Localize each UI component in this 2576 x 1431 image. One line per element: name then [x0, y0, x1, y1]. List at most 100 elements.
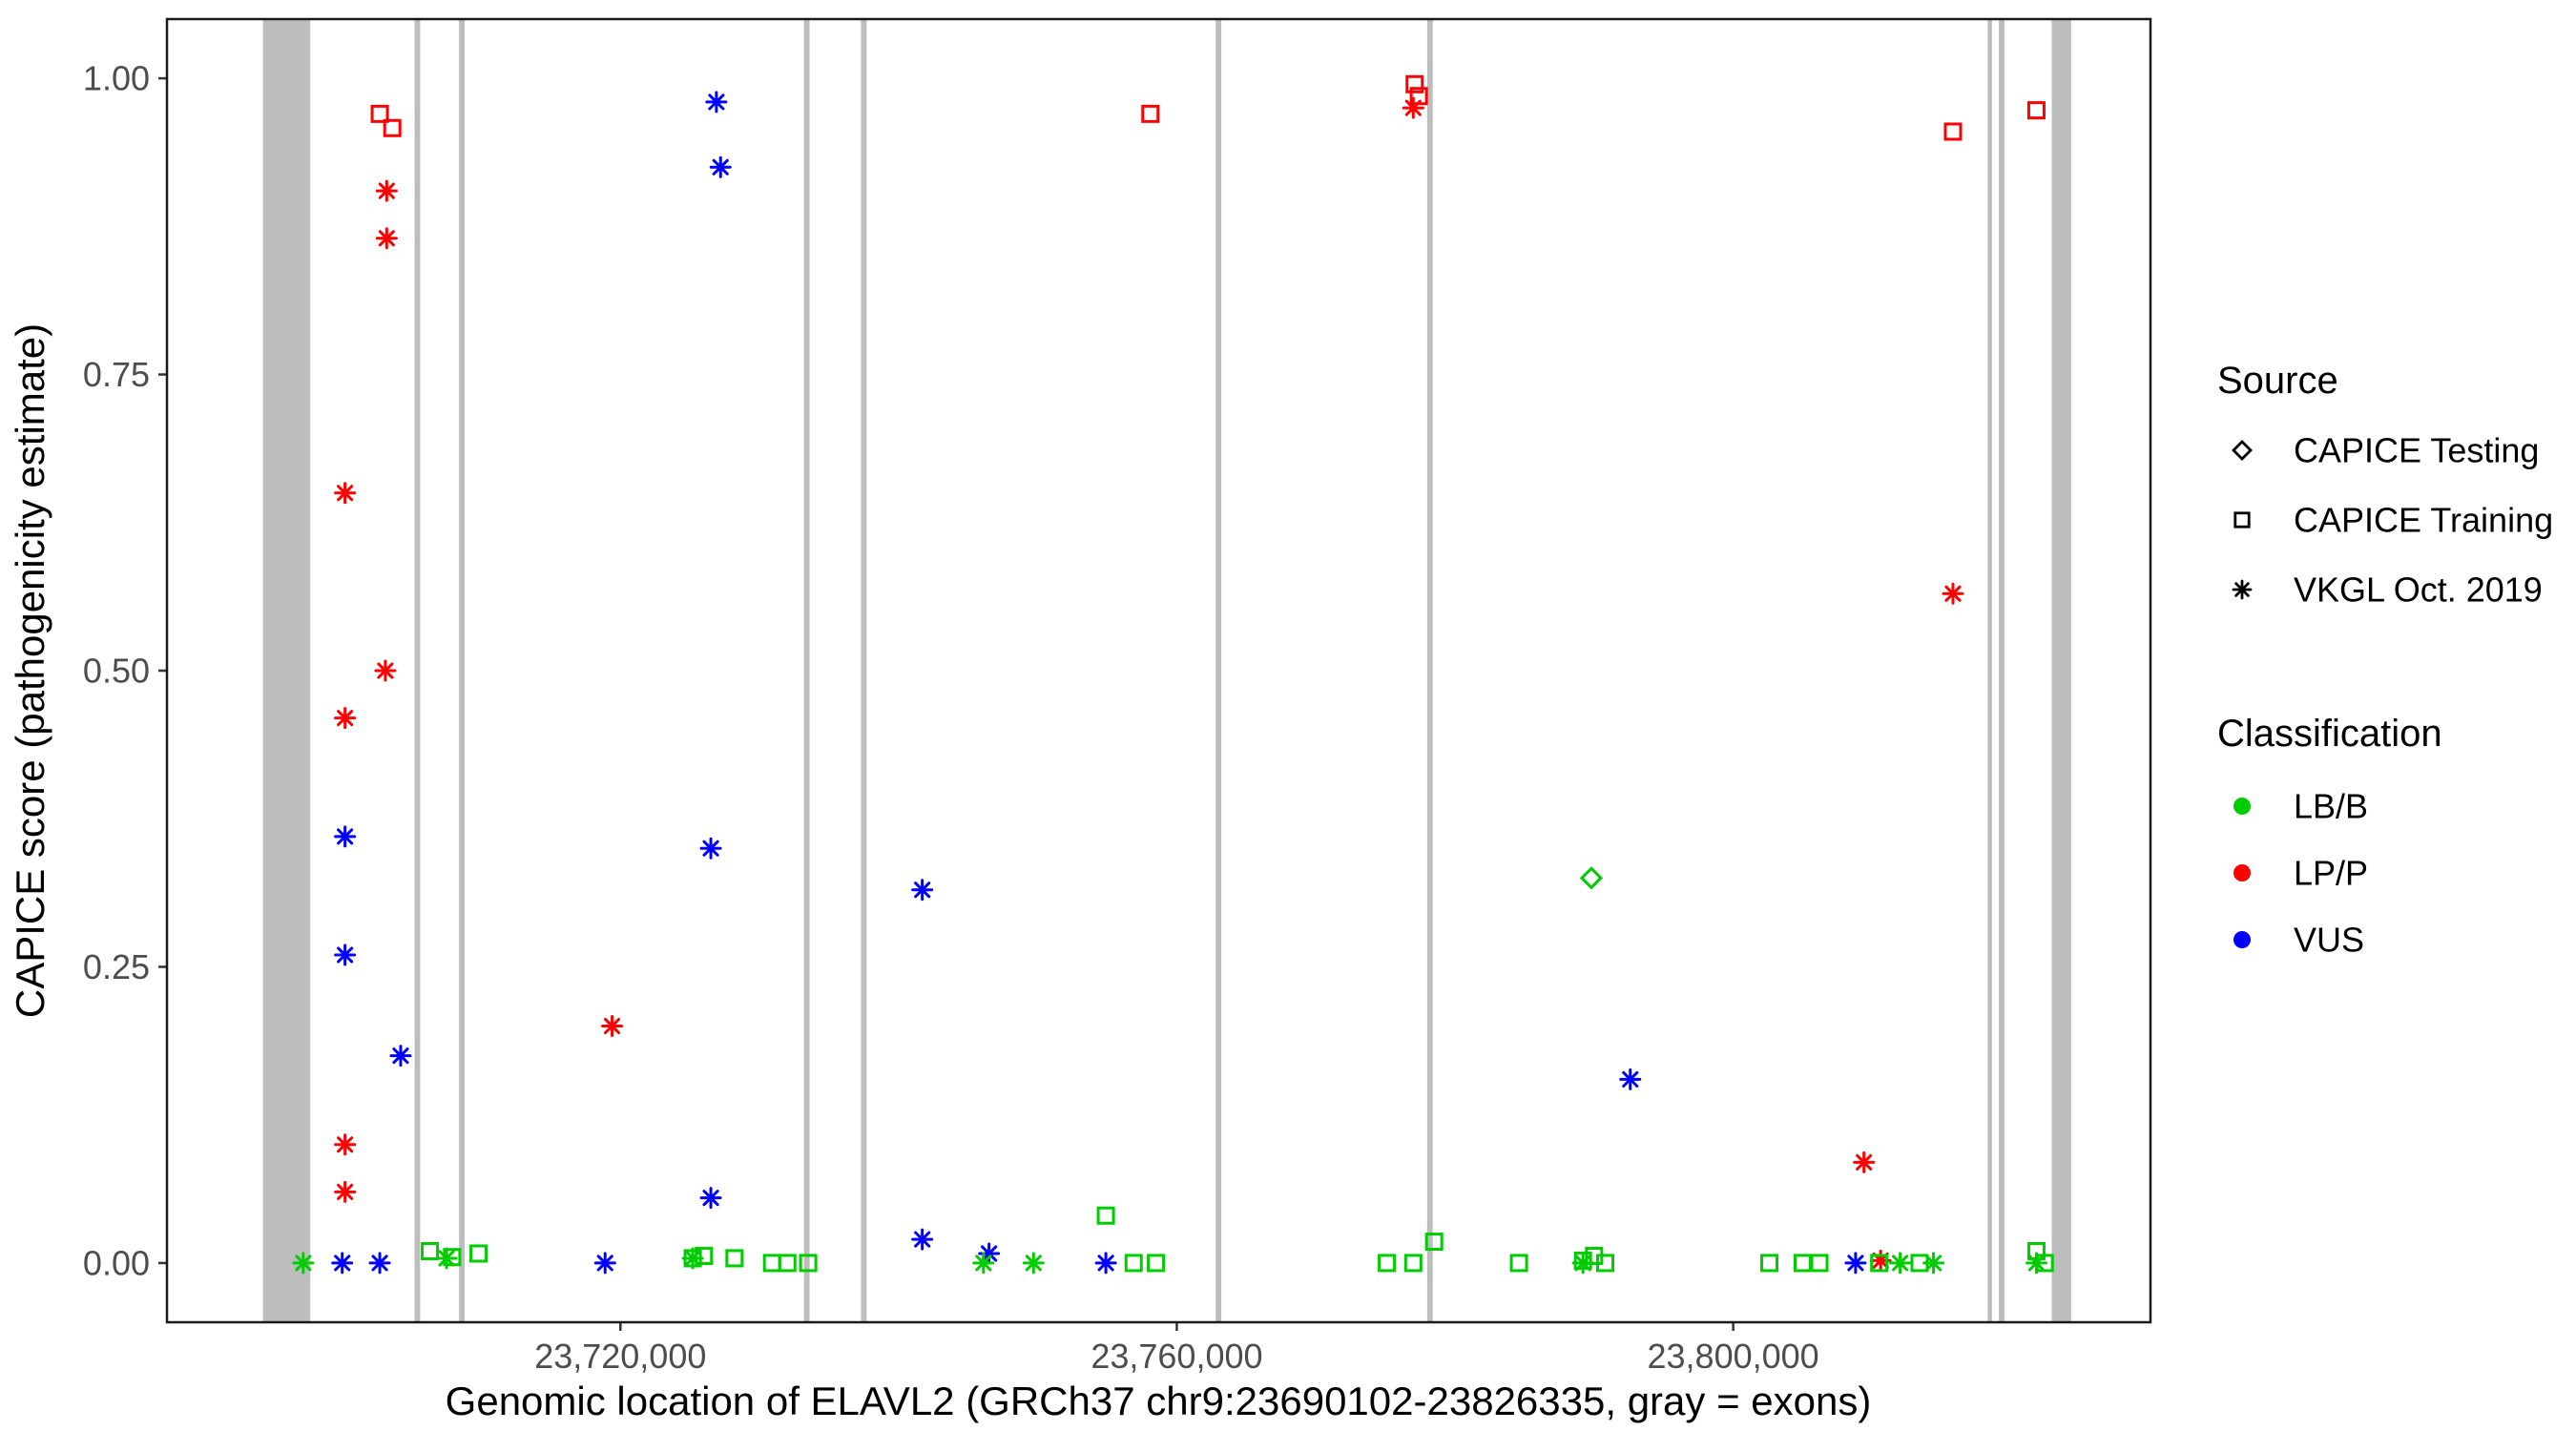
- square-marker: [1405, 74, 1424, 93]
- exon-bar: [1215, 19, 1222, 1322]
- asterisk-spoke: [1404, 99, 1422, 116]
- data-points: [292, 74, 2054, 1275]
- square-marker: [1424, 1233, 1444, 1252]
- asterisk-spoke: [702, 840, 719, 857]
- asterisk-spoke: [337, 828, 354, 845]
- legend-color-swatch: [2233, 864, 2251, 881]
- asterisk-marker: [1022, 1252, 1045, 1275]
- exon-bar: [861, 19, 867, 1322]
- asterisk-spoke: [295, 1255, 312, 1272]
- square-marker: [370, 104, 389, 123]
- exon-bar: [262, 19, 311, 1322]
- asterisk-marker: [334, 825, 357, 848]
- asterisk-spoke: [2027, 1255, 2046, 1272]
- asterisk-marker: [334, 1180, 357, 1203]
- y-tick-label: 0.75: [83, 355, 150, 394]
- diamond-marker: [1579, 866, 1604, 890]
- plot-panel: [167, 19, 2150, 1322]
- asterisk-spoke: [914, 1231, 931, 1248]
- asterisk-marker: [334, 482, 357, 505]
- asterisk-marker: [699, 837, 722, 860]
- x-tick-label: 23,800,000: [1648, 1337, 1819, 1376]
- asterisk-spoke: [337, 1183, 354, 1200]
- square-marker: [383, 118, 402, 137]
- square-marker: [1378, 1254, 1397, 1273]
- asterisk-spoke: [337, 1136, 354, 1153]
- legend-item-label: LP/P: [2294, 854, 2368, 893]
- asterisk-spoke: [603, 1017, 621, 1035]
- asterisk-marker: [1942, 582, 1964, 605]
- asterisk-marker: [368, 1252, 391, 1275]
- legend-source-items: CAPICE Testing CAPICE Training VKGL Oct. 2…: [2232, 431, 2553, 610]
- legend-color-swatch: [2233, 931, 2251, 948]
- legend-item-label: CAPICE Training: [2294, 501, 2553, 540]
- exon-bar: [1987, 19, 1992, 1322]
- asterisk-spoke: [337, 485, 354, 502]
- asterisk-marker: [601, 1015, 624, 1038]
- square-marker: [1870, 1254, 1889, 1273]
- asterisk-spoke: [1924, 1255, 1942, 1272]
- asterisk-marker: [1844, 1252, 1867, 1275]
- asterisk-spoke: [1574, 1255, 1591, 1272]
- legend-classification-items: LB/B LP/P VUS: [2233, 787, 2368, 960]
- asterisk-marker: [375, 227, 398, 250]
- y-tick-label: 0.50: [83, 652, 150, 691]
- asterisk-spoke: [377, 662, 394, 679]
- exon-bar: [1999, 19, 2005, 1322]
- asterisk-spoke: [337, 710, 354, 727]
- square-marker: [1760, 1254, 1779, 1273]
- x-axis-title: Genomic location of ELAVL2 (GRCh37 chr9:…: [446, 1379, 1872, 1423]
- exon-bar: [1426, 19, 1433, 1322]
- square-marker: [1509, 1254, 1528, 1273]
- asterisk-marker: [911, 879, 934, 902]
- asterisk-spoke: [2234, 582, 2250, 597]
- asterisk-spoke: [371, 1255, 388, 1272]
- y-tick-label: 0.00: [83, 1243, 150, 1282]
- square-marker: [1147, 1254, 1166, 1273]
- asterisk-spoke: [702, 1190, 719, 1207]
- asterisk-spoke: [708, 93, 725, 111]
- exon-bar: [803, 19, 810, 1322]
- asterisk-marker: [1922, 1252, 1945, 1275]
- asterisk-marker: [389, 1045, 412, 1068]
- square-marker: [799, 1254, 818, 1273]
- square-marker: [778, 1254, 797, 1273]
- asterisk-spoke: [1847, 1255, 1864, 1272]
- diamond-marker: [2232, 440, 2253, 461]
- asterisk-spoke: [334, 1255, 351, 1272]
- asterisk-spoke: [684, 1250, 701, 1267]
- asterisk-spoke: [1025, 1255, 1042, 1272]
- asterisk-marker: [705, 91, 728, 114]
- asterisk-marker: [375, 179, 398, 202]
- square-marker: [1810, 1254, 1829, 1273]
- asterisk-marker: [1402, 96, 1424, 119]
- asterisk-marker: [334, 944, 357, 966]
- x-tick-label: 23,760,000: [1091, 1337, 1262, 1376]
- asterisk-marker: [1094, 1252, 1117, 1275]
- square-marker: [1141, 104, 1160, 123]
- asterisk-marker: [292, 1252, 315, 1275]
- legend-source-title: Source: [2217, 360, 2338, 402]
- legend-item-label: VUS: [2294, 921, 2364, 960]
- asterisk-spoke: [1622, 1070, 1639, 1088]
- panel-background: [167, 19, 2150, 1322]
- square-marker: [725, 1249, 744, 1268]
- asterisk-spoke: [1856, 1153, 1873, 1171]
- square-marker: [2233, 511, 2251, 529]
- legend-color-swatch: [2233, 798, 2251, 815]
- asterisk-spoke: [975, 1255, 992, 1272]
- asterisk-marker: [681, 1247, 704, 1270]
- y-axis-title: CAPICE score (pathogenicity estimate): [8, 323, 52, 1018]
- y-tick-label: 1.00: [83, 59, 150, 98]
- asterisk-spoke: [438, 1250, 455, 1267]
- asterisk-marker: [331, 1252, 354, 1275]
- asterisk-marker: [2232, 579, 2253, 600]
- asterisk-marker: [1853, 1151, 1876, 1173]
- asterisk-marker: [334, 1133, 357, 1156]
- legend-item-label: VKGL Oct. 2019: [2294, 570, 2543, 610]
- y-tick-label: 0.25: [83, 947, 150, 986]
- asterisk-marker: [1619, 1068, 1642, 1090]
- x-tick-label: 23,720,000: [534, 1337, 706, 1376]
- asterisk-spoke: [1892, 1255, 1909, 1272]
- asterisk-marker: [2025, 1252, 2047, 1275]
